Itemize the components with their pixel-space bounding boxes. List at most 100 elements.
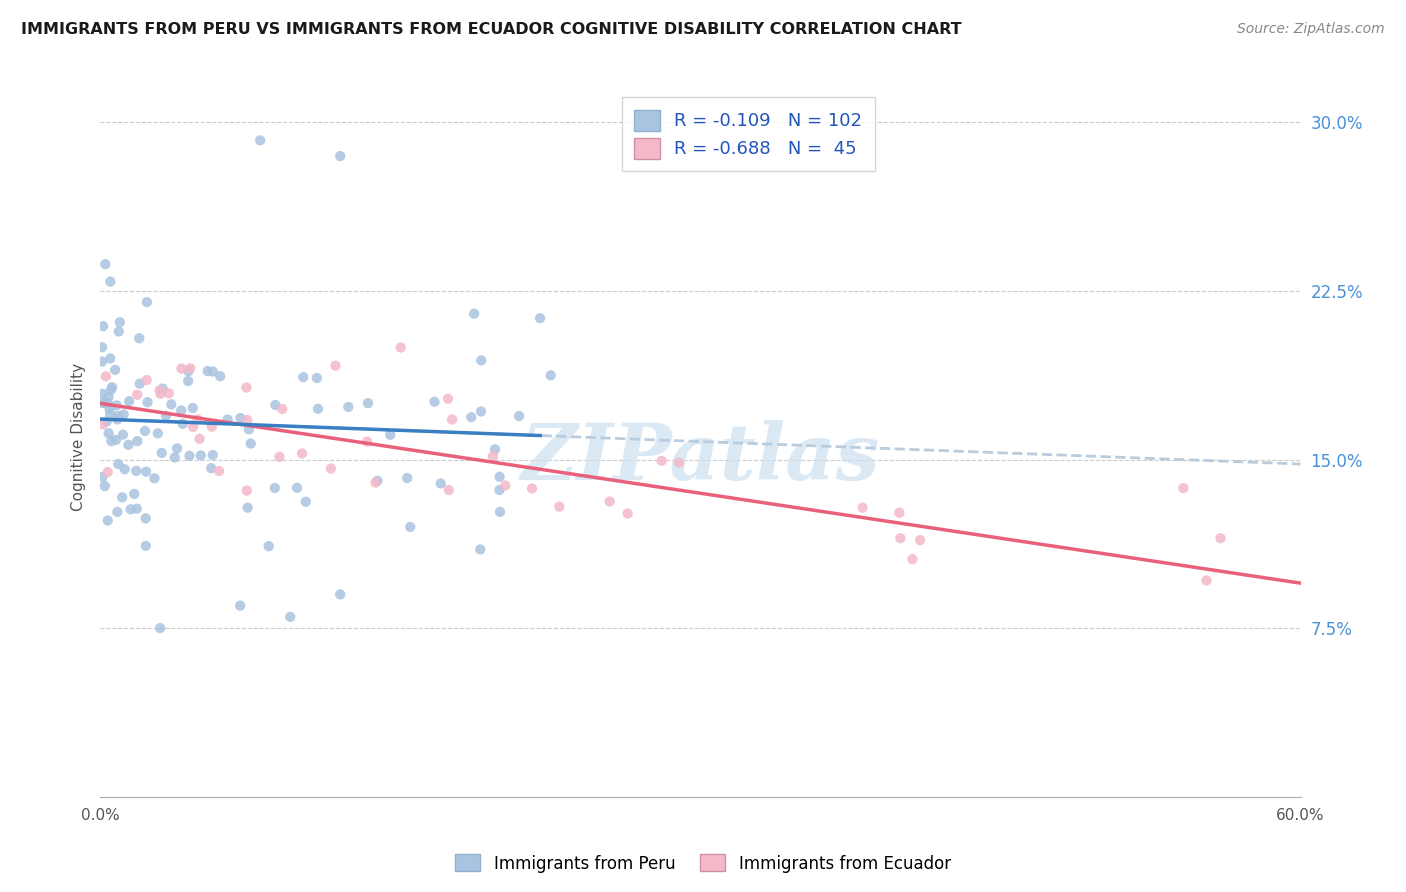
Point bbox=[236, 500, 259, 515]
Point bbox=[94, 257, 117, 271]
Point bbox=[249, 133, 271, 147]
Point bbox=[508, 409, 530, 423]
Point bbox=[97, 390, 120, 404]
Point bbox=[101, 380, 124, 394]
Point bbox=[257, 539, 280, 553]
Text: ZIPatlas: ZIPatlas bbox=[520, 420, 880, 497]
Point bbox=[93, 396, 115, 410]
Y-axis label: Cognitive Disability: Cognitive Disability bbox=[72, 363, 86, 511]
Point bbox=[1209, 531, 1232, 545]
Point bbox=[146, 426, 169, 441]
Point bbox=[239, 436, 262, 450]
Point bbox=[104, 363, 127, 377]
Point bbox=[112, 408, 135, 422]
Point bbox=[143, 471, 166, 485]
Point bbox=[128, 376, 150, 391]
Point bbox=[177, 364, 200, 378]
Point bbox=[91, 417, 114, 432]
Point bbox=[599, 494, 621, 508]
Point bbox=[97, 465, 120, 479]
Point bbox=[852, 500, 875, 515]
Point bbox=[269, 450, 291, 464]
Point bbox=[135, 511, 157, 525]
Point bbox=[149, 384, 172, 398]
Point bbox=[91, 354, 114, 368]
Point bbox=[329, 149, 352, 163]
Point bbox=[157, 386, 180, 401]
Point bbox=[91, 470, 114, 484]
Point bbox=[197, 364, 219, 378]
Point bbox=[488, 470, 510, 484]
Point bbox=[114, 462, 136, 476]
Legend: Immigrants from Peru, Immigrants from Ecuador: Immigrants from Peru, Immigrants from Ec… bbox=[449, 847, 957, 880]
Point bbox=[366, 474, 388, 488]
Point bbox=[160, 397, 183, 411]
Point bbox=[97, 396, 120, 410]
Point bbox=[201, 419, 224, 434]
Point bbox=[668, 456, 690, 470]
Point bbox=[208, 464, 231, 478]
Point bbox=[107, 412, 129, 426]
Point bbox=[209, 369, 232, 384]
Point bbox=[128, 331, 150, 345]
Point bbox=[889, 506, 911, 520]
Point bbox=[186, 412, 208, 426]
Point bbox=[94, 369, 117, 384]
Point bbox=[294, 495, 316, 509]
Point bbox=[437, 483, 460, 497]
Point bbox=[285, 481, 308, 495]
Point bbox=[201, 365, 224, 379]
Point bbox=[96, 415, 118, 429]
Point bbox=[651, 454, 673, 468]
Point bbox=[437, 392, 460, 406]
Point bbox=[163, 450, 186, 465]
Point bbox=[181, 420, 204, 434]
Point bbox=[111, 491, 134, 505]
Point bbox=[389, 341, 412, 355]
Point bbox=[135, 539, 157, 553]
Point bbox=[97, 426, 120, 441]
Point bbox=[111, 427, 134, 442]
Point bbox=[118, 394, 141, 409]
Point bbox=[91, 319, 114, 334]
Point bbox=[235, 380, 257, 394]
Point bbox=[100, 383, 122, 397]
Point bbox=[357, 396, 380, 410]
Point bbox=[98, 351, 121, 366]
Point bbox=[136, 395, 159, 409]
Point bbox=[470, 404, 492, 418]
Point bbox=[107, 409, 129, 423]
Point bbox=[1173, 481, 1195, 495]
Point bbox=[134, 424, 156, 438]
Point bbox=[263, 481, 285, 495]
Point bbox=[179, 449, 201, 463]
Point bbox=[325, 359, 347, 373]
Point bbox=[901, 552, 924, 566]
Point bbox=[229, 599, 252, 613]
Point bbox=[166, 442, 188, 456]
Point bbox=[91, 386, 114, 401]
Point bbox=[399, 520, 422, 534]
Point bbox=[380, 427, 402, 442]
Point bbox=[190, 449, 212, 463]
Point bbox=[236, 413, 259, 427]
Point bbox=[97, 514, 120, 528]
Point bbox=[616, 507, 638, 521]
Point bbox=[429, 476, 451, 491]
Point bbox=[548, 500, 571, 514]
Point bbox=[105, 505, 128, 519]
Point bbox=[460, 410, 482, 425]
Point bbox=[155, 409, 177, 423]
Point bbox=[1195, 574, 1218, 588]
Point bbox=[908, 533, 931, 548]
Point bbox=[470, 542, 492, 557]
Point bbox=[179, 361, 201, 376]
Point bbox=[201, 448, 224, 462]
Point bbox=[117, 438, 139, 452]
Point bbox=[364, 475, 387, 490]
Point bbox=[463, 307, 485, 321]
Text: Source: ZipAtlas.com: Source: ZipAtlas.com bbox=[1237, 22, 1385, 37]
Point bbox=[135, 465, 157, 479]
Point bbox=[124, 487, 146, 501]
Point bbox=[319, 461, 342, 475]
